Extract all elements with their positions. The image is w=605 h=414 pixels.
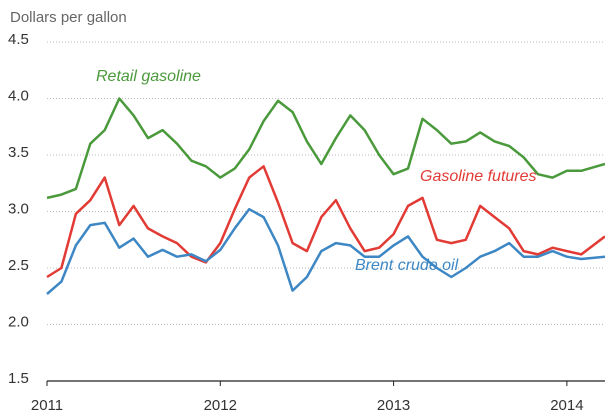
y-tick-label: 1.5 <box>8 370 29 387</box>
x-tick-label: 2011 <box>31 397 63 414</box>
y-axis-label: Dollars per gallon <box>10 9 127 26</box>
series-line <box>46 97 605 200</box>
y-tick-label: 4.5 <box>8 31 29 48</box>
y-tick-label: 3.0 <box>8 200 29 217</box>
y-tick-label: 4.0 <box>8 87 29 104</box>
series-line <box>46 207 605 295</box>
y-tick-label: 2.5 <box>8 257 29 274</box>
series-line <box>46 165 605 279</box>
x-tick-label: 2013 <box>377 397 410 414</box>
y-tick-label: 2.0 <box>8 313 29 330</box>
x-tick-label: 2014 <box>550 397 583 414</box>
y-tick-label: 3.5 <box>8 144 29 161</box>
series-label: Gasoline futures <box>420 168 537 185</box>
series-label: Brent crude oil <box>355 257 459 274</box>
series-label: Retail gasoline <box>96 68 201 85</box>
x-tick-label: 2012 <box>204 397 237 414</box>
